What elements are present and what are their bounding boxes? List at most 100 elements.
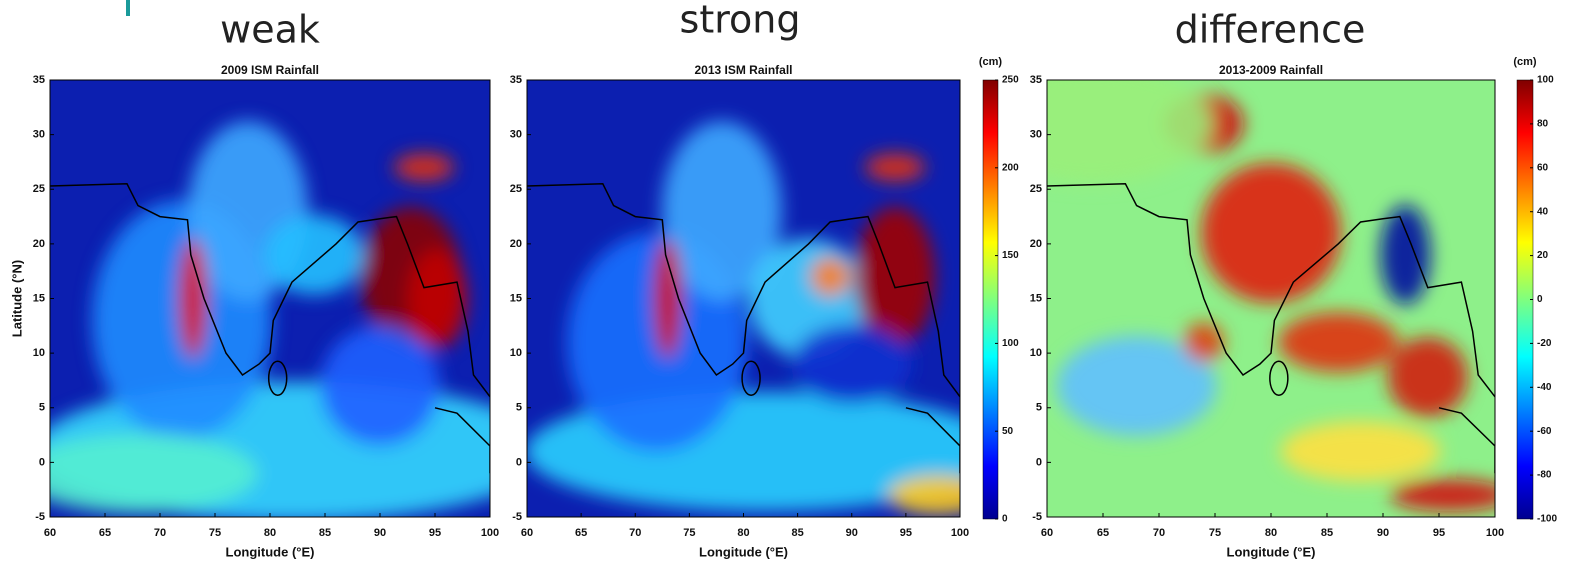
x-tick-label: 80 (264, 527, 276, 539)
raster (1047, 80, 1495, 517)
x-tick-label: 85 (1321, 527, 1333, 539)
raster-blobs (527, 121, 960, 516)
colorbar-tick-label: 40 (1537, 206, 1549, 217)
colorbar-tick-label: 150 (1002, 250, 1019, 261)
colorbar-tick-label: -80 (1537, 470, 1552, 481)
colorbar-tick-label: 200 (1002, 162, 1019, 173)
y-tick-label: 10 (510, 347, 522, 359)
x-tick-label: 70 (154, 527, 166, 539)
x-tick-label: 70 (629, 527, 641, 539)
x-tick-label: 95 (1433, 527, 1445, 539)
raster-blob (810, 256, 851, 297)
x-tick-label: 100 (1486, 527, 1504, 539)
sri-lanka (741, 360, 761, 397)
raster-blob (653, 238, 682, 359)
raster-blob (264, 214, 364, 295)
raster-blob (865, 153, 926, 182)
colorbar (982, 79, 999, 520)
x-tick-label: 65 (99, 527, 111, 539)
colorbar-tick-label: -100 (1537, 514, 1557, 525)
colorbar-tick-label: 100 (1002, 338, 1019, 349)
panel-header: difference (1175, 8, 1366, 52)
raster-blob (50, 433, 258, 514)
y-tick-label: 15 (1030, 292, 1042, 304)
coastline (1438, 407, 1495, 474)
raster-blobs (1047, 80, 1495, 512)
y-tick-label: 20 (510, 238, 522, 250)
raster-blob (1201, 162, 1341, 303)
raster-blob (394, 153, 454, 182)
colorbar-tick-label: 50 (1002, 426, 1014, 437)
raster-blob (888, 475, 960, 516)
y-tick-label: -5 (35, 511, 45, 523)
colorbar-unit: (cm) (1513, 56, 1537, 68)
raster-blob (1387, 337, 1468, 418)
coastline (527, 183, 960, 398)
x-tick-label: 95 (429, 527, 441, 539)
y-tick-label: -5 (512, 511, 522, 523)
y-tick-label: 20 (1030, 238, 1042, 250)
x-tick-label: 75 (1209, 527, 1221, 539)
raster-blobs (50, 121, 490, 517)
y-tick-label: -5 (1032, 511, 1042, 523)
plot-title: 2009 ISM Rainfall (221, 63, 319, 77)
colorbar-tick-label: 60 (1537, 162, 1549, 173)
y-tick-label: 35 (33, 74, 45, 86)
raster-blob (661, 121, 782, 302)
x-tick-label: 60 (1041, 527, 1053, 539)
y-tick-label: 0 (39, 456, 45, 468)
coastline (905, 407, 960, 474)
y-axis-label: Latitude (°N) (9, 260, 24, 337)
x-tick-label: 65 (575, 527, 587, 539)
y-tick-label: 15 (33, 292, 45, 304)
raster-blob (1390, 479, 1495, 512)
y-tick-label: 30 (510, 129, 522, 141)
y-tick-label: 0 (1036, 456, 1042, 468)
colorbar-tick-label: -40 (1537, 382, 1552, 393)
x-tick-label: 60 (521, 527, 533, 539)
y-tick-label: 25 (1030, 183, 1042, 195)
y-tick-label: 35 (510, 74, 522, 86)
y-tick-label: 0 (516, 456, 522, 468)
x-tick-label: 90 (846, 527, 858, 539)
y-tick-label: 30 (1030, 129, 1042, 141)
sri-lanka (1269, 360, 1289, 397)
x-axis-label: Longitude (°E) (1227, 544, 1316, 559)
x-tick-label: 75 (683, 527, 695, 539)
x-tick-label: 80 (737, 527, 749, 539)
colorbar-tick-label: 100 (1537, 75, 1554, 86)
colorbar-unit: (cm) (979, 56, 1003, 68)
coastline (1047, 183, 1495, 398)
panel-header: strong (680, 0, 801, 42)
colorbar-tick-label: -60 (1537, 426, 1552, 437)
x-tick-label: 60 (44, 527, 56, 539)
y-tick-label: 5 (1036, 402, 1042, 414)
raster-blob (1047, 80, 1212, 184)
raster (50, 80, 490, 517)
raster-blob (1183, 322, 1224, 363)
x-tick-label: 80 (1265, 527, 1277, 539)
panel-header: weak (220, 8, 320, 52)
colorbar-tick-label: -20 (1537, 338, 1552, 349)
x-tick-label: 85 (792, 527, 804, 539)
raster-blob (1278, 312, 1399, 373)
y-tick-label: 35 (1030, 74, 1042, 86)
colorbar-tick-label: 250 (1002, 75, 1019, 86)
x-tick-label: 90 (374, 527, 386, 539)
raster-blob (791, 324, 912, 405)
accent-bar (126, 0, 130, 16)
y-tick-label: 10 (1030, 347, 1042, 359)
x-tick-label: 100 (481, 527, 499, 539)
y-tick-label: 25 (510, 183, 522, 195)
x-tick-label: 90 (1377, 527, 1389, 539)
colorbar-tick-label: 20 (1537, 250, 1549, 261)
y-tick-label: 25 (33, 183, 45, 195)
x-tick-label: 95 (900, 527, 912, 539)
raster-blob (407, 248, 468, 349)
coastline (434, 407, 490, 474)
colorbar-tick-label: 80 (1537, 119, 1549, 130)
y-tick-label: 10 (33, 347, 45, 359)
x-tick-label: 100 (951, 527, 969, 539)
x-tick-label: 85 (319, 527, 331, 539)
